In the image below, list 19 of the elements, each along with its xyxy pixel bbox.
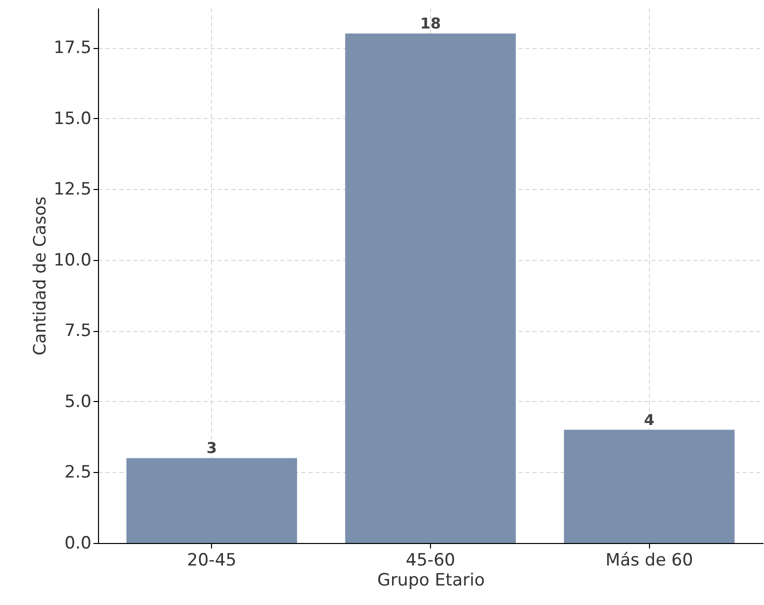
y-tick-label: 7.5 bbox=[64, 321, 92, 342]
y-tick-label: 5.0 bbox=[64, 392, 92, 412]
data-label: 18 bbox=[420, 14, 441, 32]
data-label: 4 bbox=[644, 410, 654, 429]
x-tick-label: 45-60 bbox=[406, 550, 456, 570]
bar bbox=[564, 430, 735, 543]
data-label: 3 bbox=[206, 439, 217, 458]
x-tick-label: 20-45 bbox=[187, 550, 236, 570]
y-tick-label: 15.0 bbox=[54, 108, 92, 129]
y-tick-label: 0.0 bbox=[64, 534, 92, 554]
x-axis-title: Grupo Etario bbox=[377, 570, 485, 590]
y-tick-label: 2.5 bbox=[64, 462, 92, 483]
x-tick-label: Más de 60 bbox=[605, 550, 694, 570]
bar bbox=[345, 33, 516, 543]
y-tick-label: 10.0 bbox=[54, 250, 92, 270]
bar bbox=[126, 458, 298, 543]
y-axis-title: Cantidad de Casos bbox=[30, 196, 51, 356]
y-tick-label: 17.5 bbox=[54, 38, 92, 58]
y-tick-label: 12.5 bbox=[54, 180, 92, 200]
